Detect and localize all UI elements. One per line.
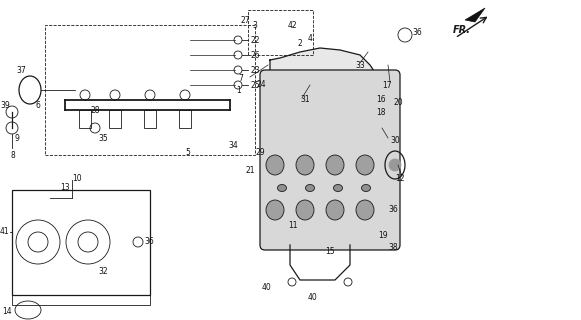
Text: 29: 29 (255, 148, 264, 156)
Text: 28: 28 (90, 106, 99, 115)
Text: 41: 41 (0, 228, 10, 236)
Text: 19: 19 (378, 230, 388, 239)
Ellipse shape (326, 155, 344, 175)
Text: 15: 15 (325, 247, 335, 257)
Text: 24: 24 (256, 79, 266, 89)
Text: 32: 32 (98, 268, 107, 276)
Bar (45, 25, 255, 155)
Text: 36: 36 (144, 237, 154, 246)
Text: 18: 18 (376, 108, 386, 116)
Text: 27: 27 (240, 15, 250, 25)
Text: 14: 14 (2, 308, 12, 316)
Bar (144, 110, 156, 128)
Text: 21: 21 (245, 165, 254, 174)
Bar (12, 190, 150, 295)
Text: 26: 26 (250, 51, 260, 60)
Text: 4: 4 (308, 34, 313, 43)
Polygon shape (465, 8, 485, 22)
Text: 2: 2 (298, 38, 303, 47)
Text: 23: 23 (250, 66, 260, 75)
Ellipse shape (333, 185, 343, 191)
Text: 10: 10 (72, 173, 81, 182)
Text: 42: 42 (288, 20, 297, 29)
Text: 30: 30 (390, 135, 400, 145)
Text: 31: 31 (300, 95, 310, 105)
Text: 12: 12 (395, 173, 404, 182)
Text: 33: 33 (355, 60, 365, 69)
Text: 34: 34 (228, 140, 238, 149)
Bar (12, 295, 150, 305)
Text: 36: 36 (388, 205, 398, 214)
Text: 38: 38 (388, 244, 397, 252)
Text: 3: 3 (252, 20, 257, 29)
Text: 37: 37 (16, 66, 26, 75)
Ellipse shape (361, 185, 371, 191)
Ellipse shape (296, 155, 314, 175)
Text: 40: 40 (308, 293, 318, 302)
Ellipse shape (266, 200, 284, 220)
Ellipse shape (306, 185, 314, 191)
Bar (248, 10, 313, 55)
Text: 22: 22 (250, 36, 260, 44)
Text: 36: 36 (412, 28, 422, 36)
Bar (79, 110, 91, 128)
Text: 20: 20 (394, 98, 404, 107)
FancyBboxPatch shape (260, 70, 400, 250)
Text: 17: 17 (382, 81, 392, 90)
Circle shape (389, 159, 401, 171)
Text: 13: 13 (60, 183, 70, 193)
Text: 40: 40 (262, 284, 272, 292)
Ellipse shape (266, 155, 284, 175)
Text: 5: 5 (185, 148, 190, 156)
Ellipse shape (278, 185, 286, 191)
Text: 16: 16 (376, 95, 386, 105)
Text: FR.: FR. (453, 25, 471, 35)
Bar (179, 110, 191, 128)
Text: 7: 7 (238, 74, 243, 83)
Text: 39: 39 (0, 100, 10, 109)
Text: 6: 6 (35, 100, 40, 109)
Ellipse shape (356, 200, 374, 220)
Text: 9: 9 (14, 133, 19, 142)
Text: 35: 35 (98, 133, 107, 142)
Text: 11: 11 (288, 220, 297, 229)
Ellipse shape (356, 155, 374, 175)
Ellipse shape (326, 200, 344, 220)
Ellipse shape (296, 200, 314, 220)
Text: 25: 25 (250, 81, 260, 90)
Text: 1: 1 (236, 85, 241, 94)
Text: 8: 8 (10, 150, 15, 159)
Polygon shape (270, 48, 385, 120)
Bar (109, 110, 121, 128)
